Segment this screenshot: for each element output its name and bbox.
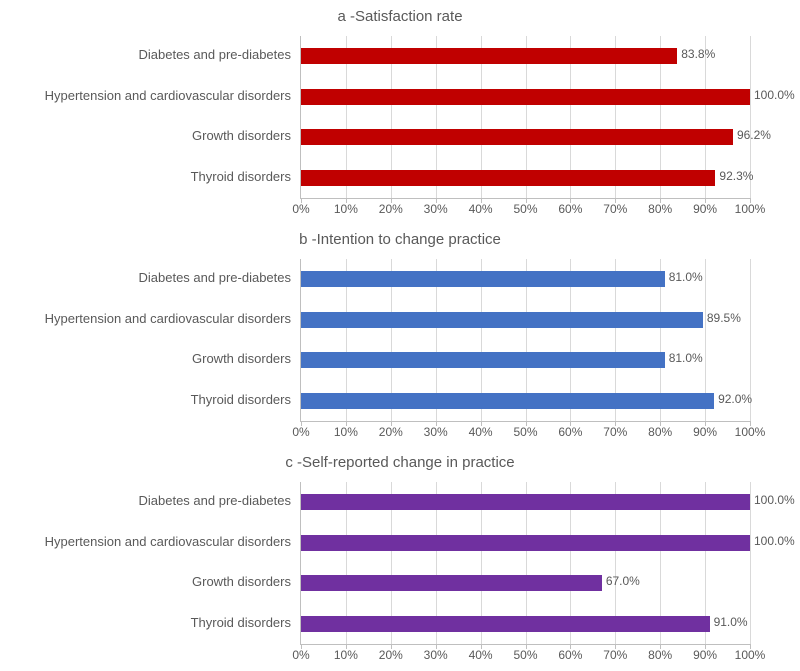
panel-title: a -Satisfaction rate [10, 8, 790, 25]
x-tick-label: 0% [292, 425, 309, 439]
gridline [750, 482, 751, 644]
bar-row: Thyroid disorders91.0% [301, 616, 750, 632]
x-tick-label: 10% [334, 425, 358, 439]
bar-row: Growth disorders81.0% [301, 352, 750, 368]
chart-panel-1: b -Intention to change practice0%10%20%3… [10, 231, 790, 446]
x-tick-label: 40% [469, 425, 493, 439]
category-label: Growth disorders [11, 128, 291, 143]
x-tick-label: 100% [735, 425, 766, 439]
x-tick-label: 50% [513, 425, 537, 439]
panel-title: b -Intention to change practice [10, 231, 790, 248]
category-label: Diabetes and pre-diabetes [11, 493, 291, 508]
bar-value-label: 92.0% [718, 392, 752, 406]
x-tick-label: 90% [693, 202, 717, 216]
x-tick-label: 80% [648, 425, 672, 439]
bar-value-label: 91.0% [714, 615, 748, 629]
plot-area: 0%10%20%30%40%50%60%70%80%90%100%Diabete… [300, 259, 750, 422]
x-tick-label: 60% [558, 648, 582, 662]
x-tick-label: 0% [292, 202, 309, 216]
bar-row: Hypertension and cardiovascular disorder… [301, 535, 750, 551]
panel-title: c -Self-reported change in practice [10, 454, 790, 471]
category-label: Growth disorders [11, 351, 291, 366]
bar [301, 89, 750, 105]
x-tick-label: 10% [334, 648, 358, 662]
x-tick-label: 60% [558, 202, 582, 216]
bar-value-label: 92.3% [719, 169, 753, 183]
x-tick-label: 0% [292, 648, 309, 662]
bar-value-label: 81.0% [669, 270, 703, 284]
x-tick-label: 70% [603, 648, 627, 662]
bar [301, 170, 715, 186]
x-tick-label: 100% [735, 648, 766, 662]
bar [301, 393, 714, 409]
x-tick-label: 20% [379, 202, 403, 216]
category-label: Diabetes and pre-diabetes [11, 47, 291, 62]
bar-row: Growth disorders67.0% [301, 575, 750, 591]
x-tick-label: 100% [735, 202, 766, 216]
bar-row: Thyroid disorders92.3% [301, 170, 750, 186]
bar-value-label: 100.0% [754, 493, 795, 507]
bar [301, 352, 665, 368]
x-tick-label: 30% [424, 202, 448, 216]
bar-value-label: 67.0% [606, 574, 640, 588]
chart-panel-2: c -Self-reported change in practice0%10%… [10, 454, 790, 669]
category-label: Thyroid disorders [11, 615, 291, 630]
category-label: Thyroid disorders [11, 392, 291, 407]
category-label: Thyroid disorders [11, 169, 291, 184]
x-tick-label: 80% [648, 648, 672, 662]
x-tick-label: 60% [558, 425, 582, 439]
x-tick-label: 20% [379, 648, 403, 662]
bar [301, 575, 602, 591]
x-tick-label: 70% [603, 202, 627, 216]
figure-page: a -Satisfaction rate0%10%20%30%40%50%60%… [0, 0, 800, 671]
x-tick-label: 50% [513, 648, 537, 662]
x-tick-label: 80% [648, 202, 672, 216]
x-tick-label: 10% [334, 202, 358, 216]
category-label: Growth disorders [11, 574, 291, 589]
bar [301, 271, 665, 287]
bar-value-label: 81.0% [669, 351, 703, 365]
bar-value-label: 100.0% [754, 88, 795, 102]
x-tick-label: 30% [424, 425, 448, 439]
bar [301, 616, 710, 632]
bar [301, 48, 677, 64]
bar-value-label: 100.0% [754, 534, 795, 548]
x-tick-label: 40% [469, 648, 493, 662]
chart-panel-0: a -Satisfaction rate0%10%20%30%40%50%60%… [10, 8, 790, 223]
bar-row: Growth disorders96.2% [301, 129, 750, 145]
bar-row: Diabetes and pre-diabetes83.8% [301, 48, 750, 64]
x-tick-label: 20% [379, 425, 403, 439]
x-tick-label: 30% [424, 648, 448, 662]
plot-area: 0%10%20%30%40%50%60%70%80%90%100%Diabete… [300, 36, 750, 199]
x-tick-label: 50% [513, 202, 537, 216]
x-tick-label: 90% [693, 425, 717, 439]
x-tick-label: 40% [469, 202, 493, 216]
bar-value-label: 83.8% [681, 47, 715, 61]
bar-row: Hypertension and cardiovascular disorder… [301, 312, 750, 328]
bar-row: Diabetes and pre-diabetes81.0% [301, 271, 750, 287]
plot-area: 0%10%20%30%40%50%60%70%80%90%100%Diabete… [300, 482, 750, 645]
category-label: Hypertension and cardiovascular disorder… [11, 534, 291, 549]
bar-value-label: 89.5% [707, 311, 741, 325]
bar [301, 312, 703, 328]
bar-value-label: 96.2% [737, 128, 771, 142]
category-label: Hypertension and cardiovascular disorder… [11, 88, 291, 103]
bar [301, 129, 733, 145]
x-tick-label: 70% [603, 425, 627, 439]
category-label: Diabetes and pre-diabetes [11, 270, 291, 285]
bar-row: Hypertension and cardiovascular disorder… [301, 89, 750, 105]
category-label: Hypertension and cardiovascular disorder… [11, 311, 291, 326]
bar-row: Diabetes and pre-diabetes100.0% [301, 494, 750, 510]
bar-row: Thyroid disorders92.0% [301, 393, 750, 409]
x-tick-label: 90% [693, 648, 717, 662]
bar [301, 535, 750, 551]
bar [301, 494, 750, 510]
